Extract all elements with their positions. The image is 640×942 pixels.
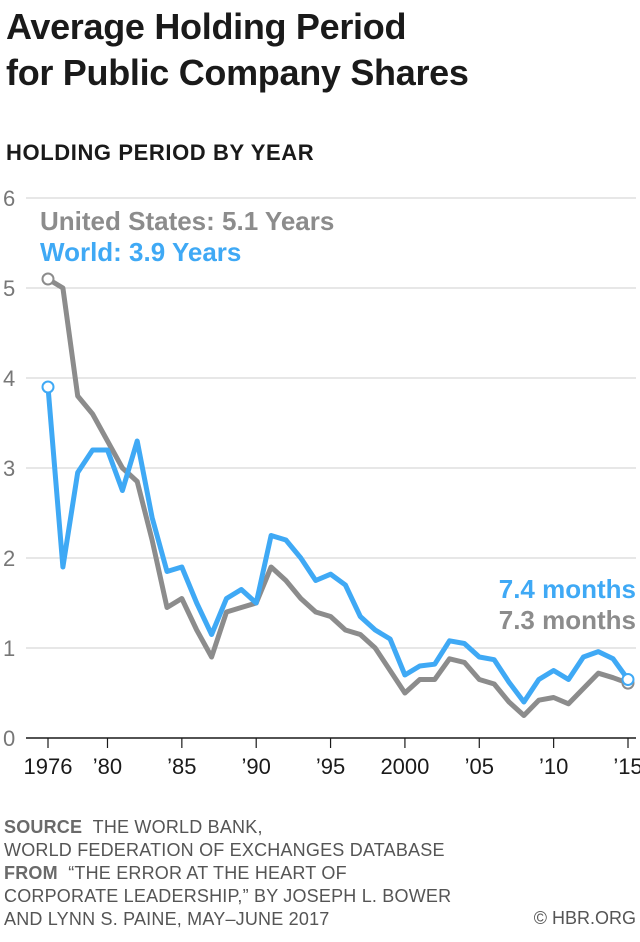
y-tick-label: 2 [3, 546, 15, 571]
x-tick-label: ’10 [539, 754, 568, 779]
from-label: FROM [4, 863, 58, 883]
endpoint-marker [41, 272, 55, 286]
annotation-us-start: United States: 5.1 Years [40, 206, 334, 236]
chart-subtitle: HOLDING PERIOD BY YEAR [6, 140, 315, 165]
hbr-credit: © HBR.ORG [533, 908, 636, 928]
y-tick-label: 5 [3, 276, 15, 301]
series-line-united-states [45, 276, 631, 718]
endpoint-markers [41, 272, 635, 690]
endpoint-marker [621, 673, 635, 686]
x-tick-label: 2000 [380, 754, 429, 779]
x-tick-label: 1976 [24, 754, 73, 779]
y-tick-label: 1 [3, 636, 15, 661]
from-text-2: CORPORATE LEADERSHIP,” BY JOSEPH L. BOWE… [4, 886, 452, 906]
x-tick-label: ’05 [465, 754, 494, 779]
y-axis-ticks: 0 1 2 3 4 5 6 [3, 186, 15, 751]
annotation-world-start: World: 3.9 Years [40, 237, 241, 267]
x-tick-label: ’85 [167, 754, 196, 779]
series-line-world [45, 384, 631, 705]
footer: SOURCE THE WORLD BANK, WORLD FEDERATION … [4, 816, 636, 931]
y-tick-label: 6 [3, 186, 15, 211]
x-tick-label: ’80 [93, 754, 122, 779]
annotation-world-end: 7.4 months [499, 574, 636, 604]
x-axis: 1976 ’80 ’85 ’90 ’95 2000 ’05 ’10 ’15 [24, 737, 640, 779]
chart-title: Average Holding Period for Public Compan… [6, 4, 626, 96]
annotation-us-end: 7.3 months [499, 605, 636, 635]
endpoint-marker [41, 380, 55, 394]
annotations: United States: 5.1 Years World: 3.9 Year… [40, 206, 636, 635]
from-text-1: “THE ERROR AT THE HEART OF [68, 863, 347, 883]
x-tick-label: ’95 [316, 754, 345, 779]
x-tick-label: ’90 [242, 754, 271, 779]
source-text-2: WORLD FEDERATION OF EXCHANGES DATABASE [4, 840, 445, 860]
footer-source-line-1: SOURCE THE WORLD BANK, [4, 816, 636, 839]
x-tick-label: ’15 [613, 754, 640, 779]
source-text-1: THE WORLD BANK, [92, 817, 263, 837]
source-label: SOURCE [4, 817, 83, 837]
from-text-3: AND LYNN S. PAINE, MAY–JUNE 2017 [4, 909, 330, 929]
title-line-1: Average Holding Period [6, 6, 407, 47]
footer-from-line-1: FROM “THE ERROR AT THE HEART OF [4, 862, 636, 885]
line-chart: 0 1 2 3 4 5 6 1976 ’80 ’85 ’90 ’95 2000 ’05 ’10 ’15 Un… [3, 186, 640, 779]
y-tick-label: 0 [3, 726, 15, 751]
title-line-2: for Public Company Shares [6, 52, 469, 93]
series-lines [45, 276, 631, 718]
y-tick-label: 4 [3, 366, 15, 391]
y-tick-label: 3 [3, 456, 15, 481]
